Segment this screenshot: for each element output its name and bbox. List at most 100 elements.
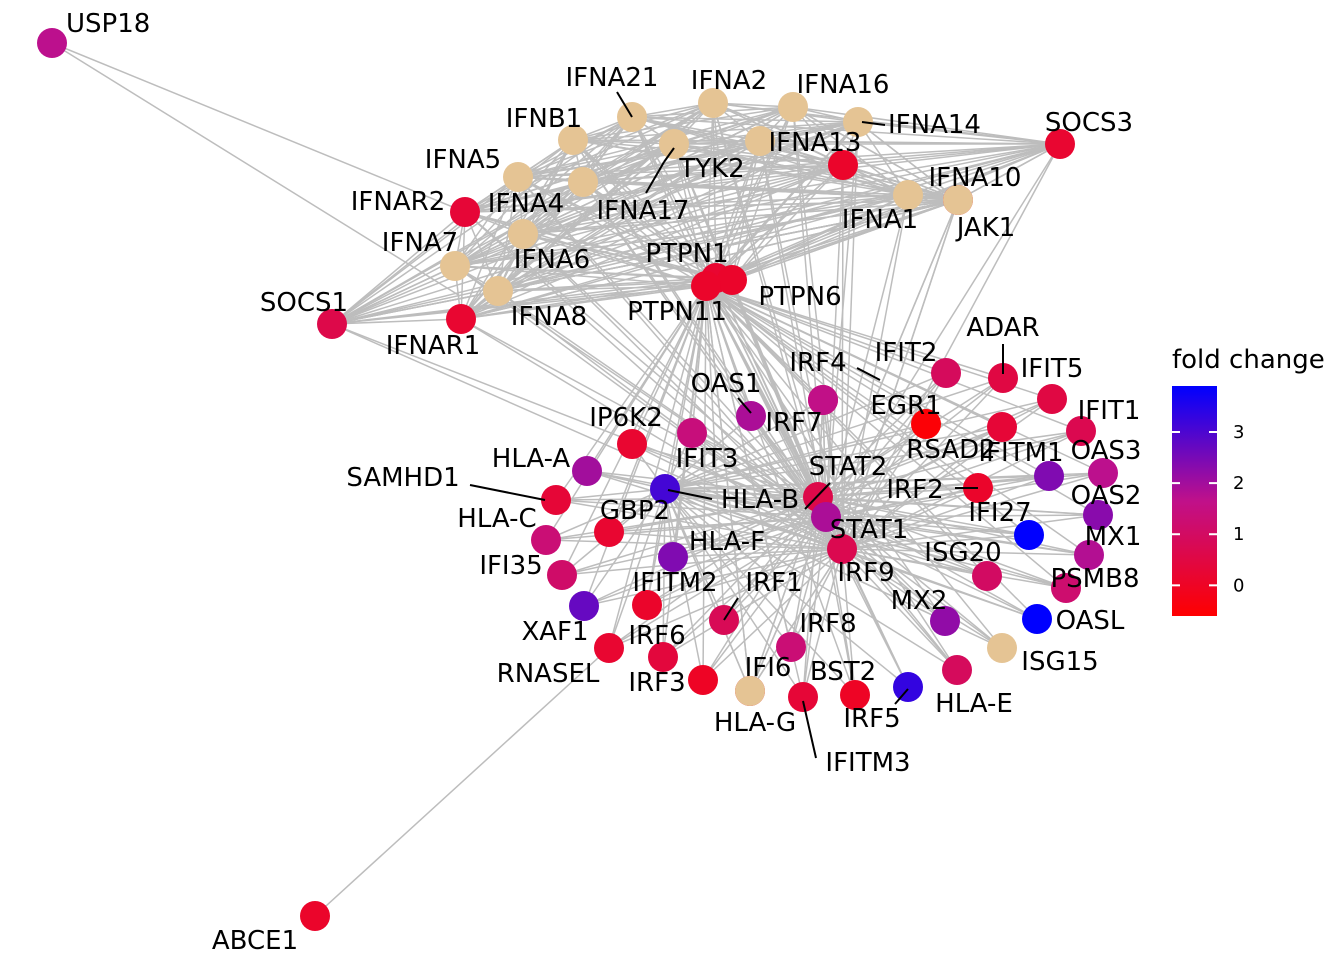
gene-node-ifit1[interactable] [1066,416,1096,446]
gene-node-xaf1[interactable] [569,591,599,621]
gene-node-hla-e[interactable] [942,655,972,685]
gene-label-hla-g: HLA-G [714,708,796,738]
label-leader-line [616,91,633,118]
gene-node-mx1[interactable] [1074,540,1104,570]
gene-node-ifna6[interactable] [508,219,538,249]
gene-node-tyk2[interactable] [745,126,775,156]
gene-node-ptpn6[interactable] [717,265,747,295]
gene-node-irf5[interactable] [893,672,923,702]
gene-node-ifit2[interactable] [931,358,961,388]
gene-node-ifna16[interactable] [778,92,808,122]
gene-node-isg20[interactable] [972,561,1002,591]
gene-node-usp18[interactable] [37,28,67,58]
network-edge [454,176,519,267]
gene-node-ifit3[interactable] [677,418,707,448]
network-edge [825,516,946,622]
gene-node-adar[interactable] [988,363,1018,393]
network-edge [586,470,819,498]
legend-ticks: 3 2 1 0 [1172,422,1244,596]
gene-node-oas2[interactable] [1083,500,1113,530]
network-edge [582,181,707,287]
network-edge [825,516,1038,620]
gene-node-mx2[interactable] [930,606,960,636]
gene-node-irf8[interactable] [776,632,806,662]
gene-label-ifit2: IFIT2 [875,338,938,368]
network-edge [522,164,844,235]
gene-node-socs1[interactable] [317,309,347,339]
gene-node-ifnar2[interactable] [450,197,480,227]
gene-node-irf7[interactable] [808,385,838,415]
gene-node-hla-c[interactable] [531,525,561,555]
network-edge [749,548,843,692]
network-edge [802,496,819,698]
gene-node-rsad2[interactable] [987,412,1017,442]
network-edge [561,496,819,576]
gene-label-isg15: ISG15 [1021,647,1098,677]
gene-node-hla-a[interactable] [572,456,602,486]
gene-node-ifnb1[interactable] [558,125,588,155]
network-edge [664,488,958,671]
gene-node-ifnar1[interactable] [446,304,476,334]
network-edge [331,233,524,325]
network-edge [792,106,1061,145]
network-edge [702,285,707,681]
network-edge [497,140,761,292]
gene-node-irf3[interactable] [688,665,718,695]
gene-node-ifna7[interactable] [440,251,470,281]
gene-node-ip6k2[interactable] [617,429,647,459]
gene-node-rnasel[interactable] [594,633,624,663]
gene-node-ifna14[interactable] [843,107,873,137]
gene-node-oas1[interactable] [736,401,766,431]
gene-node-ifna17[interactable] [659,129,689,159]
gene-node-ifit5[interactable] [1037,384,1067,414]
gene-node-abce1[interactable] [300,901,330,931]
gene-node-bst2[interactable] [840,680,870,710]
gene-node-egr1[interactable] [911,409,941,439]
gene-label-hla-a: HLA-A [492,444,571,474]
network-edge [51,42,461,297]
gene-node-ifna1[interactable] [893,180,923,210]
network-edge [759,140,959,201]
gene-node-jak1[interactable] [943,185,973,215]
gene-node-irf9[interactable] [827,534,857,564]
network-edge [582,181,717,279]
gene-node-irf6[interactable] [648,642,678,672]
network-edge [957,143,1061,201]
gene-node-ifna2[interactable] [698,88,728,118]
network-edge [705,285,856,696]
gene-label-irf8: IRF8 [799,609,856,639]
gene-node-hla-g[interactable] [735,676,765,706]
gene-node-ifna8[interactable] [483,276,513,306]
network-edge [454,199,959,267]
network-edge [608,496,819,649]
gene-node-ifna13[interactable] [828,150,858,180]
network-edge [790,516,827,648]
gene-node-oasl[interactable] [1022,604,1052,634]
gene-node-ifi35[interactable] [547,560,577,590]
gene-node-ifna5[interactable] [503,162,533,192]
legend-title: fold change [1172,345,1325,375]
gene-node-stat1[interactable] [811,502,841,532]
gene-node-hla-b[interactable] [650,474,680,504]
gene-node-ifitm1[interactable] [1034,461,1064,491]
gene-node-oas3[interactable] [1088,458,1118,488]
gene-node-ifna4[interactable] [568,167,598,197]
gene-node-ifitm2[interactable] [632,590,662,620]
gene-label-ifna2: IFNA2 [691,66,767,96]
gene-node-ptpn11[interactable] [691,271,721,301]
gene-node-ifitm3[interactable] [788,682,818,712]
gene-node-hla-f[interactable] [658,542,688,572]
network-edge [497,143,1061,292]
gene-label-ifna1: IFNA1 [842,205,918,235]
gene-node-ifi27[interactable] [1014,520,1044,550]
gene-node-isg15[interactable] [987,633,1017,663]
label-leader-line [856,367,881,381]
network-edge [705,285,1082,432]
label-leader-line [802,700,817,759]
network-edge [582,140,761,183]
gene-node-psmb8[interactable] [1051,573,1081,603]
network-edge [460,143,1061,320]
gene-node-socs3[interactable] [1045,129,1075,159]
gene-node-samhd1[interactable] [541,485,571,515]
gene-node-gbp2[interactable] [594,517,624,547]
